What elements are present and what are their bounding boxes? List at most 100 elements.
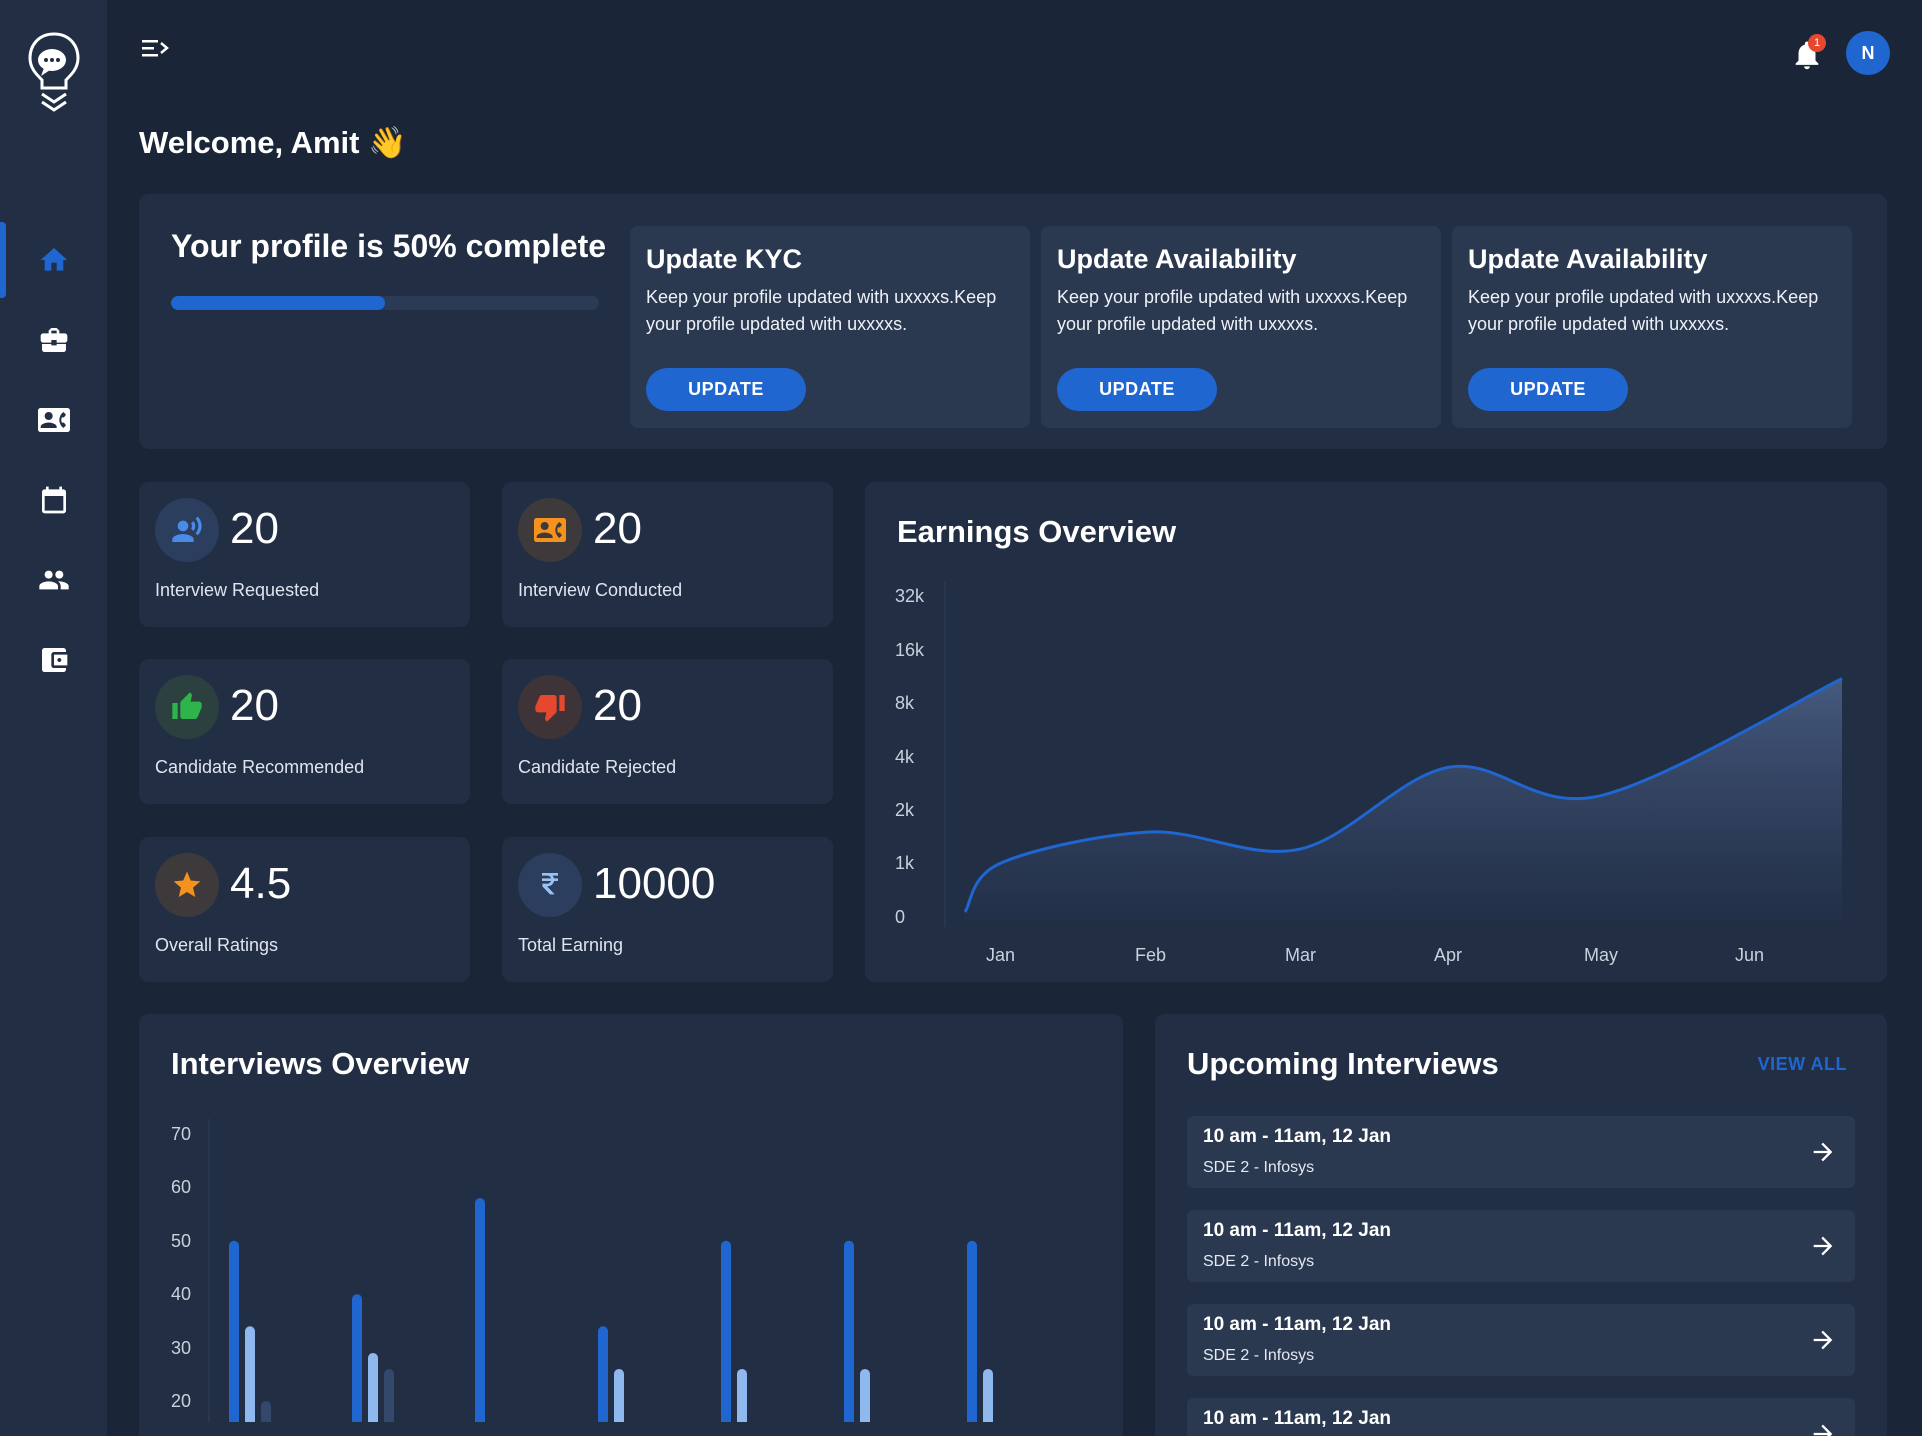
update-availability-button[interactable]: UPDATE	[1057, 368, 1217, 411]
upcoming-interview-item[interactable]: 10 am - 11am, 12 Jan SDE 2 - Infosys	[1187, 1116, 1855, 1188]
video-card-icon	[518, 498, 582, 562]
interview-bar	[721, 1240, 731, 1422]
update-kyc-card: Update KYC Keep your profile updated wit…	[630, 226, 1030, 428]
stat-card-interview-requested[interactable]: 20 Interview Requested	[139, 482, 470, 627]
upcoming-title: Upcoming Interviews	[1187, 1046, 1499, 1081]
interview-bar	[598, 1326, 608, 1422]
stat-card-overall-ratings[interactable]: 4.5 Overall Ratings	[139, 837, 470, 982]
interview-bar	[384, 1368, 394, 1422]
stat-value: 10000	[593, 859, 716, 908]
arrow-right-icon[interactable]	[1809, 1232, 1837, 1260]
y-tick-label: 70	[171, 1124, 191, 1144]
thumbs-down-icon	[518, 675, 582, 739]
interview-bar	[352, 1294, 362, 1422]
y-tick-label: 30	[171, 1338, 191, 1358]
stat-value: 20	[593, 504, 642, 553]
upcoming-interview-item[interactable]: 10 am - 11am, 12 Jan SDE 2 - Infosys	[1187, 1304, 1855, 1376]
profile-completion-card: Your profile is 50% complete Update KYC …	[139, 194, 1887, 449]
menu-toggle-icon[interactable]	[140, 36, 172, 60]
avatar[interactable]: N	[1846, 31, 1890, 75]
nav-interviews[interactable]	[0, 382, 107, 458]
interview-time: 10 am - 11am, 12 Jan	[1203, 1220, 1392, 1241]
stat-label: Interview Requested	[155, 580, 320, 600]
y-tick-label: 60	[171, 1177, 191, 1197]
interview-bar	[229, 1240, 239, 1422]
interview-bar	[475, 1198, 485, 1422]
stat-value: 20	[230, 681, 279, 730]
view-all-link[interactable]: VIEW ALL	[1757, 1054, 1847, 1074]
update-kyc-button[interactable]: UPDATE	[646, 368, 806, 411]
y-tick-label: 1k	[895, 853, 915, 873]
stat-card-interview-conducted[interactable]: 20 Interview Conducted	[502, 482, 833, 627]
interview-role: SDE 2 - Infosys	[1203, 1253, 1315, 1270]
interview-bar	[737, 1368, 747, 1422]
nav-home[interactable]	[0, 222, 107, 298]
interview-role: SDE 2 - Infosys	[1203, 1159, 1315, 1176]
profile-completion-title: Your profile is 50% complete	[171, 228, 607, 264]
update-card-desc: Keep your profile updated with uxxxxs.Ke…	[646, 287, 997, 334]
contact-card-icon	[37, 408, 70, 432]
interview-time: 10 am - 11am, 12 Jan	[1203, 1314, 1392, 1335]
y-tick-label: 32k	[895, 586, 925, 606]
stat-label: Interview Conducted	[518, 580, 683, 600]
x-tick-label: Mar	[1285, 945, 1316, 965]
notification-badge: 1	[1808, 34, 1826, 52]
briefcase-icon	[40, 328, 67, 352]
y-tick-label: 4k	[895, 747, 915, 767]
stat-card-candidate-recommended[interactable]: 20 Candidate Recommended	[139, 659, 470, 804]
interview-bar	[614, 1368, 624, 1422]
update-availability-button-2[interactable]: UPDATE	[1468, 368, 1628, 411]
arrow-right-icon[interactable]	[1809, 1138, 1837, 1166]
people-icon	[38, 570, 69, 590]
calendar-icon	[41, 486, 66, 514]
earnings-area	[965, 678, 1842, 922]
brand-logo-icon[interactable]	[24, 30, 84, 116]
interview-bar	[844, 1240, 854, 1422]
update-card-title: Update KYC	[646, 244, 803, 274]
interviews-title: Interviews Overview	[171, 1046, 470, 1081]
stat-label: Candidate Recommended	[155, 757, 365, 777]
earnings-line	[963, 677, 1843, 913]
y-tick-label: 50	[171, 1231, 191, 1251]
stat-value: 20	[230, 504, 279, 553]
stat-card-total-earning[interactable]: 10000 Total Earning	[502, 837, 833, 982]
upcoming-interviews-card: Upcoming Interviews VIEW ALL 10 am - 11a…	[1155, 1014, 1887, 1436]
y-tick-label: 2k	[895, 800, 915, 820]
upcoming-interview-item[interactable]: 10 am - 11am, 12 Jan	[1187, 1398, 1855, 1436]
profile-progress-bar	[171, 296, 599, 310]
nav-wallet[interactable]	[0, 622, 107, 698]
interview-bar	[245, 1326, 255, 1422]
x-tick-label: Jan	[986, 945, 1015, 965]
interview-role: SDE 2 - Infosys	[1203, 1347, 1315, 1364]
y-tick-label: 20	[171, 1391, 191, 1411]
upcoming-interview-item[interactable]: 10 am - 11am, 12 Jan SDE 2 - Infosys	[1187, 1210, 1855, 1282]
interviews-overview-card: Interviews Overview 70 60 50 40 30 20	[139, 1014, 1123, 1436]
interviews-chart: 70 60 50 40 30 20	[171, 1119, 993, 1422]
update-availability-card-2: Update Availability Keep your profile up…	[1452, 226, 1852, 428]
stat-value: 4.5	[230, 859, 292, 908]
stat-card-candidate-rejected[interactable]: 20 Candidate Rejected	[502, 659, 833, 804]
nav-people[interactable]	[0, 542, 107, 618]
x-tick-label: Feb	[1135, 945, 1166, 965]
earnings-title: Earnings Overview	[897, 514, 1177, 549]
thumbs-up-icon	[155, 675, 219, 739]
nav-jobs[interactable]	[0, 302, 107, 378]
y-tick-label: 0	[895, 907, 905, 927]
wallet-icon	[41, 648, 67, 672]
sidebar	[0, 0, 107, 1436]
nav-calendar[interactable]	[0, 462, 107, 538]
profile-progress-fill	[171, 296, 385, 310]
interview-bar	[368, 1352, 378, 1422]
arrow-right-icon[interactable]	[1809, 1326, 1837, 1354]
y-tick-label: 8k	[895, 693, 915, 713]
rupee-icon	[518, 853, 582, 917]
stat-label: Candidate Rejected	[518, 757, 677, 777]
y-tick-label: 40	[171, 1284, 191, 1304]
earnings-chart: 32k 16k 8k 4k 2k 1k 0 Jan Feb Mar Apr May Jun	[895, 582, 1843, 965]
stat-value: 20	[593, 681, 642, 730]
stat-label: Overall Ratings	[155, 935, 279, 955]
x-tick-label: May	[1584, 945, 1618, 965]
x-tick-label: Jun	[1735, 945, 1764, 965]
arrow-right-icon[interactable]	[1809, 1420, 1837, 1436]
page-title: Welcome, Amit 👋	[139, 125, 407, 160]
